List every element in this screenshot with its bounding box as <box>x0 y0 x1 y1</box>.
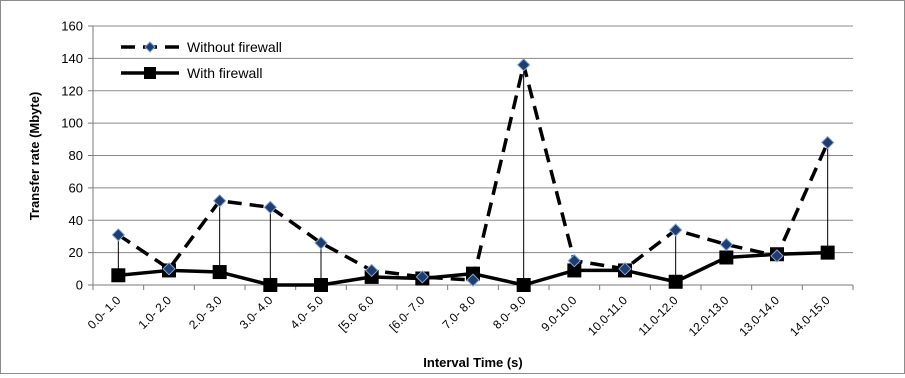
x-tick-3: 3.0- 4.0 <box>237 293 276 332</box>
legend-label-without-firewall: Without firewall <box>187 39 282 55</box>
y-tick-labels: 0 20 40 60 80 100 120 140 160 <box>61 19 83 293</box>
point-with-firewall-2 <box>212 265 227 280</box>
point-without-firewall-9 <box>567 254 582 268</box>
point-with-firewall-0 <box>111 268 126 283</box>
point-with-firewall-12 <box>719 250 734 265</box>
x-axis-title: Interval Time (s) <box>423 355 522 370</box>
legend: Without firewall With firewall <box>121 39 282 81</box>
x-tick-labels: 0.0- 1.0 1.0- 2.0 2.0- 3.0 3.0- 4.0 4.0- 5.0… <box>85 293 833 339</box>
point-without-firewall-0 <box>111 228 126 242</box>
point-with-firewall-9 <box>567 263 582 278</box>
point-without-firewall-12 <box>719 237 734 252</box>
x-tick-6: [6.0- 7.0 <box>386 293 427 334</box>
y-axis-title: Transfer rate (Mbyte) <box>27 92 42 221</box>
point-without-firewall-6 <box>415 270 430 284</box>
point-without-firewall-13 <box>770 249 784 263</box>
point-without-firewall-5 <box>364 263 379 278</box>
y-tick-20: 20 <box>69 245 83 260</box>
point-without-firewall-1 <box>162 262 176 276</box>
x-tick-5: [5.0- 6.0 <box>336 293 377 334</box>
y-tick-140: 140 <box>61 51 83 66</box>
y-tick-60: 60 <box>69 180 83 195</box>
point-with-firewall-14 <box>820 245 835 260</box>
series-markers <box>111 58 835 292</box>
point-with-firewall-8 <box>516 278 531 292</box>
point-with-firewall-11 <box>668 274 683 289</box>
point-without-firewall-7 <box>466 273 480 287</box>
x-tick-1: 1.0- 2.0 <box>135 293 174 332</box>
x-tick-2: 2.0- 3.0 <box>186 293 225 332</box>
x-tick-0: 0.0- 1.0 <box>85 293 124 332</box>
point-without-firewall-3 <box>263 200 278 215</box>
legend-marker-without-firewall <box>144 41 156 53</box>
y-tick-120: 120 <box>61 83 83 98</box>
legend-marker-with-firewall <box>144 67 156 79</box>
x-tick-4: 4.0- 5.0 <box>287 293 326 332</box>
x-tick-7: 7.0- 8.0 <box>439 293 478 332</box>
legend-label-with-firewall: With firewall <box>187 65 262 81</box>
series-line-without-firewall <box>117 63 830 282</box>
point-without-firewall-2 <box>212 194 227 208</box>
point-with-firewall-3 <box>263 278 278 292</box>
point-with-firewall-4 <box>314 278 328 292</box>
x-tick-10: 10.0-11.0 <box>585 293 630 338</box>
point-without-firewall-14 <box>820 135 835 150</box>
x-tick-11: 11.0-12.0 <box>636 293 681 338</box>
point-without-firewall-11 <box>668 223 683 237</box>
x-tick-9: 9.0-10.0 <box>538 293 579 334</box>
y-tick-40: 40 <box>69 213 83 228</box>
point-without-firewall-4 <box>314 236 328 250</box>
x-tick-8: 8.0- 9.0 <box>490 293 529 332</box>
point-without-firewall-8 <box>516 58 531 72</box>
y-tick-0: 0 <box>76 278 83 293</box>
y-tick-80: 80 <box>69 148 83 163</box>
x-tick-13: 13.0-14.0 <box>736 293 782 339</box>
point-without-firewall-10 <box>618 262 632 276</box>
y-tick-160: 160 <box>61 19 83 34</box>
y-tick-100: 100 <box>61 116 83 131</box>
x-tick-12: 12.0-13.0 <box>686 293 732 339</box>
x-tick-14: 14.0-15.0 <box>787 293 833 339</box>
